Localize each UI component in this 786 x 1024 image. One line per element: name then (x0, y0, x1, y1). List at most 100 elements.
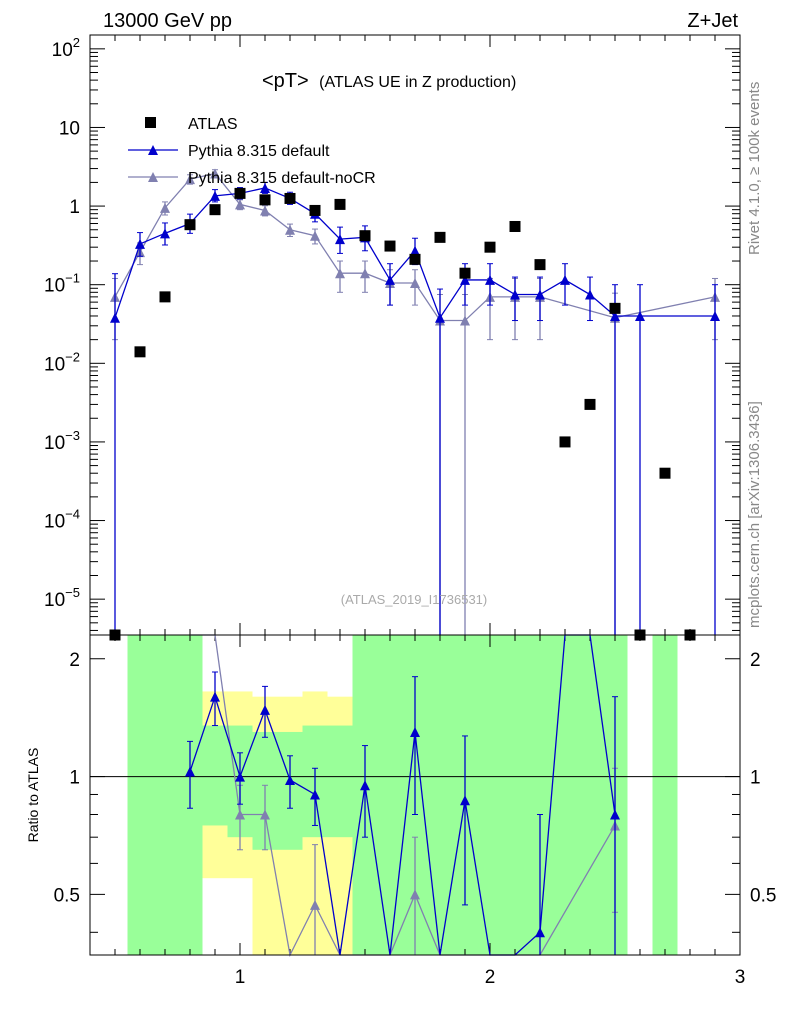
ratio-y-tick-label-right: 1 (750, 768, 761, 789)
mc1-point (160, 228, 170, 239)
plot-title: <pT> (ATLAS UE in Z production) (262, 70, 516, 92)
mc2-point (460, 315, 470, 326)
band-green (502, 635, 528, 955)
atlas-point (384, 240, 396, 252)
atlas-point (609, 302, 621, 314)
mc2-point (235, 199, 245, 210)
band-green (202, 725, 228, 826)
atlas-point (659, 467, 671, 479)
atlas-point (309, 204, 321, 216)
mc1-point (610, 310, 620, 321)
atlas-point (259, 194, 271, 206)
ratio-y-tick-label-right: 0.5 (750, 885, 776, 906)
mc2-point (360, 268, 370, 279)
atlas-point (184, 219, 196, 231)
process-label: Z+Jet (687, 10, 738, 32)
atlas-point (159, 291, 171, 303)
atlas-point (409, 253, 421, 265)
mc1-point (635, 310, 645, 321)
y-tick-label: 10−5 (44, 585, 80, 611)
x-tick-label: 1 (235, 967, 246, 988)
y-tick-label: 10−2 (44, 349, 80, 375)
mc1-point (135, 238, 145, 249)
band-gap (677, 635, 728, 955)
spacer (0, 956, 786, 962)
band-green (127, 635, 153, 955)
mc1-point (435, 312, 445, 323)
legend-marker-mc2 (148, 172, 158, 182)
mc2-point (210, 168, 220, 179)
y-tick-label: 10−3 (44, 428, 80, 454)
mc1-ratio-point (535, 927, 545, 938)
mc1-point (210, 190, 220, 201)
mc2-point (260, 205, 270, 216)
y-tick-label: 1 (69, 197, 80, 218)
ratio-ylabel: Ratio to ATLAS (25, 748, 41, 843)
mc1-ratio-point (235, 771, 245, 782)
legend-marker-atlas (145, 117, 156, 128)
atlas-point (134, 346, 146, 358)
atlas-point (434, 231, 446, 243)
band-gap (627, 635, 653, 955)
atlas-point (284, 192, 296, 204)
mc1-point (460, 274, 470, 285)
atlas-point (334, 198, 346, 210)
atlas-point (584, 398, 596, 410)
mc1-ratio-point (210, 691, 220, 702)
mc1-ratio-line (189, 634, 616, 956)
atlas-point (484, 241, 496, 253)
mc1-point (410, 245, 420, 256)
mc1-ratio-point (285, 774, 295, 785)
mc1-ratio-point (610, 809, 620, 820)
x-tick-label: 3 (735, 967, 746, 988)
band-green (552, 635, 578, 955)
atlas-point (234, 187, 246, 199)
band-green (652, 635, 678, 955)
atlas-point (509, 220, 521, 232)
plot-title-main: <pT> (262, 70, 309, 92)
plot-title-sub: (ATLAS UE in Z production) (319, 74, 516, 91)
mc2-point (335, 268, 345, 279)
y-tick-label: 10−4 (44, 507, 80, 533)
band-green (152, 635, 178, 955)
ratio-y-tick-label: 0.5 (54, 885, 80, 906)
mc2-point (160, 202, 170, 213)
ratio-y-tick-label: 1 (69, 768, 80, 789)
band-green (427, 635, 453, 955)
ratio-y-tick-label: 2 (69, 650, 80, 671)
atlas-point (534, 259, 546, 271)
band-green (377, 635, 403, 955)
atlas-point (359, 230, 371, 242)
band-green (577, 635, 603, 955)
mc2-point (410, 278, 420, 289)
band-gap (115, 635, 128, 955)
y-tick-label: 102 (52, 35, 80, 61)
mc2-point (285, 224, 295, 235)
mc2-line (114, 172, 716, 322)
mc2-ratio-point (260, 809, 270, 820)
mc1-point (585, 289, 595, 300)
x-tick-label: 2 (485, 967, 496, 988)
mc1-point (335, 234, 345, 245)
band-green (477, 635, 503, 955)
legend-label-mc2: Pythia 8.315 default-noCR (188, 170, 376, 187)
mc1-point (110, 312, 120, 323)
legend: ATLAS Pythia 8.315 default Pythia 8.315 … (128, 116, 376, 187)
band-green (327, 725, 353, 838)
legend-label-atlas: ATLAS (188, 116, 238, 133)
ratio-y-tick-label-right: 2 (750, 650, 761, 671)
mc1-point (260, 182, 270, 193)
mc1-point (485, 274, 495, 285)
mc1-point (510, 289, 520, 300)
rivet-label: Rivet 4.1.0, ≥ 100k events (746, 82, 763, 255)
ratio-bands (115, 635, 728, 955)
atlas-point (559, 436, 571, 448)
atlas-point (209, 204, 221, 216)
mc1-point (535, 289, 545, 300)
mc1-ratio-point (410, 726, 420, 737)
legend-marker-mc1 (148, 145, 158, 155)
mc1-ratio-point (460, 795, 470, 806)
analysis-watermark: (ATLAS_2019_I1736531) (341, 592, 487, 607)
mc2-point (310, 230, 320, 241)
mc2-ratio-point (235, 809, 245, 820)
